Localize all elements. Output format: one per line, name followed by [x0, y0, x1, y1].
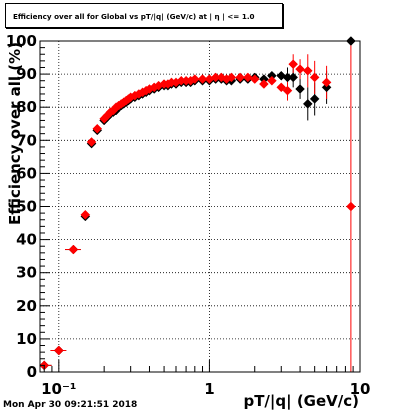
y-tick-label: 100: [6, 32, 37, 50]
data-point: [226, 72, 237, 83]
data-point: [68, 244, 79, 255]
chart-title: Efficiency over all for Global vs pT/|q|…: [5, 3, 283, 28]
data-point: [295, 64, 305, 74]
data-point: [346, 201, 356, 212]
data-point: [276, 82, 287, 93]
y-tick-label: 80: [16, 98, 37, 116]
data-point: [242, 72, 253, 83]
data-point: [288, 59, 299, 70]
data-series: [39, 36, 356, 371]
data-point: [189, 74, 200, 84]
x-tick-label: 10: [350, 380, 371, 398]
y-tick-labels: 0 10 20 30 40 50 60 70 80 90 100: [6, 32, 37, 381]
data-point: [197, 74, 208, 84]
data-point: [249, 74, 260, 84]
data-point: [80, 209, 91, 220]
data-point: [309, 72, 320, 83]
data-point: [86, 137, 97, 147]
y-tick-label: 40: [16, 231, 37, 249]
timestamp: Mon Apr 30 09:21:51 2018: [3, 400, 138, 410]
x-tick-labels: 10⁻¹ 1 10: [41, 380, 370, 398]
x-tick-label: 10⁻¹: [41, 380, 76, 398]
y-tick-label: 30: [16, 264, 37, 282]
axis-ticks: [40, 40, 361, 373]
y-tick-label: 60: [16, 164, 37, 182]
y-tick-label: 50: [16, 198, 37, 216]
data-point: [53, 345, 64, 356]
data-point: [282, 85, 293, 96]
data-point: [302, 99, 313, 109]
data-point: [267, 75, 277, 86]
y-axis-label: Efficiency over all (%): [6, 42, 24, 225]
series-1: [39, 59, 356, 371]
grid: [40, 41, 360, 372]
data-point: [309, 94, 320, 104]
data-point: [302, 65, 313, 76]
data-point: [295, 84, 305, 94]
y-tick-label: 10: [16, 330, 37, 348]
data-point: [288, 72, 299, 83]
data-point: [321, 77, 332, 88]
data-point: [321, 82, 332, 93]
data-point: [235, 72, 245, 83]
y-tick-label: 70: [16, 131, 37, 149]
y-tick-label: 0: [27, 363, 37, 381]
x-axis-label: pT/|q| (GeV/c): [243, 392, 359, 411]
x-tick-label: 1: [204, 380, 214, 398]
data-point: [92, 123, 103, 134]
data-point: [259, 79, 269, 89]
y-tick-label: 20: [16, 297, 37, 315]
y-tick-label: 90: [16, 65, 37, 83]
